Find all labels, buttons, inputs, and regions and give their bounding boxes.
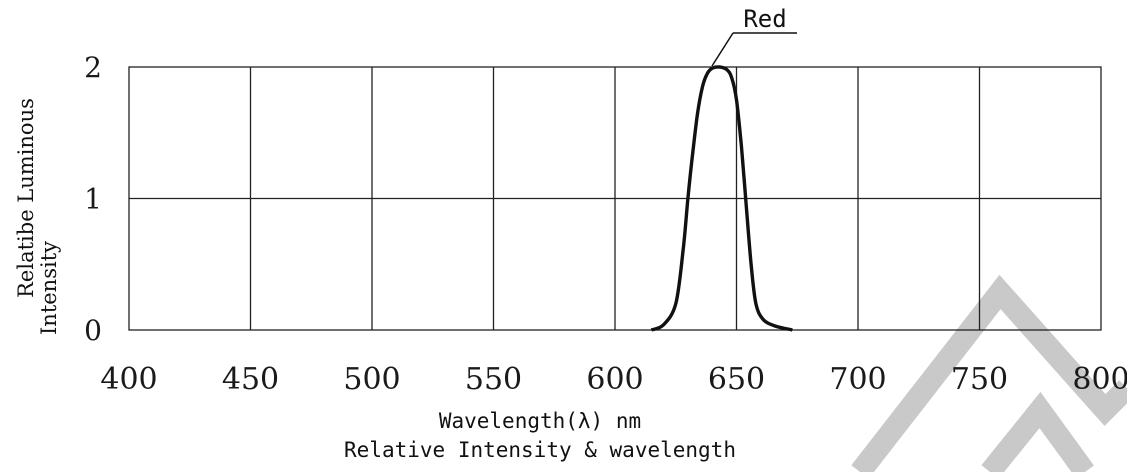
y-tick-label: 2 bbox=[84, 51, 102, 84]
x-tick-label: 700 bbox=[829, 362, 886, 397]
x-tick-label: 800 bbox=[1072, 362, 1127, 397]
y-axis-label-line-2: Intensity bbox=[37, 241, 61, 335]
y-tick-label: 1 bbox=[84, 183, 102, 216]
x-tick-labels: 400 450 500 550 600 650 700 750 800 bbox=[100, 362, 1127, 397]
x-axis-label: Wavelength(λ) nm bbox=[439, 409, 641, 433]
y-axis-label-line-1: Relatibe Luminous bbox=[14, 98, 38, 298]
x-tick-label: 750 bbox=[951, 362, 1008, 397]
series-layer bbox=[650, 65, 793, 332]
watermark-logo bbox=[851, 274, 1127, 472]
series-annotation-red: Red bbox=[743, 5, 786, 33]
y-tick-label: 0 bbox=[84, 314, 102, 347]
x-tick-label: 450 bbox=[222, 362, 279, 397]
x-tick-label: 550 bbox=[465, 362, 522, 397]
series-line-red bbox=[650, 65, 793, 332]
x-tick-label: 500 bbox=[343, 362, 400, 397]
x-tick-label: 650 bbox=[708, 362, 765, 397]
y-tick-labels: 0 1 2 bbox=[84, 51, 102, 347]
plot-grid bbox=[128, 66, 1102, 331]
x-tick-label: 400 bbox=[100, 362, 157, 397]
chart-title: Relative Intensity & wavelength bbox=[344, 438, 736, 462]
x-tick-label: 600 bbox=[586, 362, 643, 397]
annotation-leader bbox=[711, 32, 734, 67]
